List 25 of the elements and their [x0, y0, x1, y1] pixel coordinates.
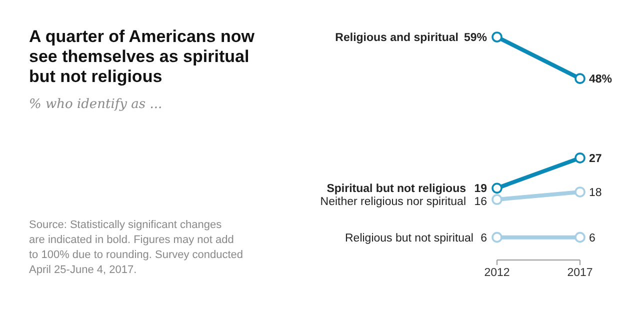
point [492, 32, 502, 42]
data-label: 6 [589, 232, 596, 244]
data-label: 48% [589, 74, 612, 86]
data-label: 27 [589, 152, 602, 165]
text: Spiritual but not religious [326, 183, 466, 196]
source-note: Source: Statistically significant changes are indicated in bold. Figures may not add to 100% due to rounding. Survey conducted April 25-June 4, 2017. [29, 219, 244, 276]
point [574, 152, 586, 164]
data-label: 18 [589, 186, 602, 199]
point [574, 73, 586, 84]
text: Neither religious nor spiritual [320, 196, 466, 208]
point [574, 186, 586, 198]
data-label: 16 [474, 196, 487, 208]
x-tick-label: 2012 [484, 267, 510, 279]
point [492, 194, 502, 205]
point [492, 232, 502, 243]
point [492, 182, 502, 194]
text: A quarter of Americans now see themselves as spiritual but not religious [29, 27, 256, 86]
data-label: 19 [474, 183, 487, 196]
text: % who identify as ... [29, 97, 162, 112]
series-label: Religious but not spiritual [345, 232, 474, 244]
x-tick-label: 2017 [567, 267, 593, 279]
text: Religious and spiritual [335, 32, 458, 44]
data-label: 59% [464, 32, 487, 44]
data-label: 6 [480, 232, 487, 244]
point [574, 232, 586, 243]
